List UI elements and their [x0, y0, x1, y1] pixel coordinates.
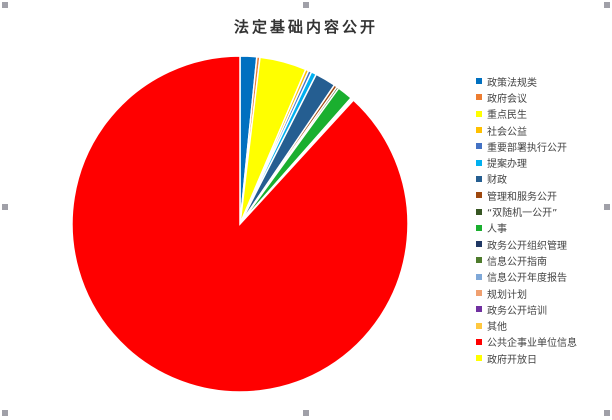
legend-label: 政策法规类	[487, 77, 537, 89]
pie-slice[interactable]	[71, 55, 409, 393]
legend-label: “双随机一公开”	[487, 208, 558, 220]
chart-title: 法定基础内容公开	[233, 18, 378, 36]
legend-label: 信息公开指南	[487, 256, 547, 268]
legend-item[interactable]: 政策法规类	[476, 73, 577, 89]
legend-swatch	[476, 306, 482, 313]
legend-item[interactable]: 信息公开年度报告	[476, 269, 577, 285]
legend-swatch	[476, 224, 482, 231]
legend-swatch	[476, 94, 482, 101]
legend-swatch	[476, 273, 482, 280]
resize-handle[interactable]	[2, 204, 8, 210]
legend-label: 信息公开年度报告	[487, 273, 567, 285]
legend-label: 社会公益	[487, 126, 527, 138]
resize-handle[interactable]	[2, 410, 8, 416]
legend-item[interactable]: 其他	[476, 317, 577, 333]
resize-handle[interactable]	[604, 204, 610, 210]
legend-swatch	[476, 290, 482, 296]
legend-item[interactable]: 财政	[476, 171, 577, 187]
legend-label: 人事	[487, 224, 507, 236]
legend-item[interactable]: 政务公开组织管理	[476, 236, 577, 252]
legend-item[interactable]: 管理和服务公开	[476, 187, 577, 203]
resize-handle[interactable]	[604, 2, 610, 8]
legend-item[interactable]: 重点民生	[476, 106, 577, 122]
legend-swatch	[476, 127, 482, 134]
legend-label: 提案办理	[487, 159, 527, 171]
legend-swatch	[476, 338, 482, 345]
legend-swatch	[476, 322, 482, 329]
legend-label: 政务公开组织管理	[487, 240, 567, 252]
legend-item[interactable]: 政府会议	[476, 89, 577, 105]
legend-item[interactable]: 社会公益	[476, 122, 577, 138]
legend-item[interactable]: “双随机一公开”	[476, 203, 577, 219]
legend: 政策法规类政府会议重点民生社会公益重要部署执行公开 提案办理财政管理和服务公开 “双…	[476, 73, 577, 366]
legend-label: 政府会议	[487, 93, 527, 105]
legend-swatch	[476, 192, 482, 199]
legend-label: 管理和服务公开	[487, 191, 557, 203]
legend-item[interactable]: 提案办理	[476, 154, 577, 170]
legend-label: 财政	[487, 175, 507, 187]
resize-handle[interactable]	[604, 410, 610, 416]
legend-swatch	[476, 208, 482, 215]
legend-label: 政府开放日	[487, 354, 537, 366]
legend-label: 公共企事业单位信息	[487, 338, 577, 350]
legend-swatch	[476, 241, 482, 248]
legend-label: 重要部署执行公开	[487, 142, 567, 154]
legend-swatch	[476, 355, 482, 362]
legend-label: 其他	[487, 322, 507, 334]
legend-item[interactable]: 政府开放日	[476, 350, 577, 366]
legend-label: 规划计划	[487, 289, 527, 301]
legend-item[interactable]: 政务公开培训	[476, 301, 577, 317]
legend-label: 政务公开培训	[487, 305, 547, 317]
legend-item[interactable]: 信息公开指南	[476, 252, 577, 268]
resize-handle[interactable]	[303, 410, 309, 416]
legend-item[interactable]: 公共企事业单位信息	[476, 334, 577, 350]
legend-item[interactable]: 规划计划	[476, 285, 577, 301]
legend-swatch	[476, 110, 482, 117]
legend-item[interactable]: 人事	[476, 220, 577, 236]
legend-swatch	[476, 159, 482, 166]
legend-swatch	[476, 257, 482, 264]
legend-item[interactable]: 重要部署执行公开	[476, 138, 577, 154]
legend-swatch	[476, 78, 482, 85]
resize-handle[interactable]	[2, 2, 8, 8]
legend-swatch	[476, 175, 482, 182]
legend-label: 重点民生	[487, 110, 527, 122]
resize-handle[interactable]	[303, 2, 309, 8]
legend-swatch	[476, 143, 482, 150]
